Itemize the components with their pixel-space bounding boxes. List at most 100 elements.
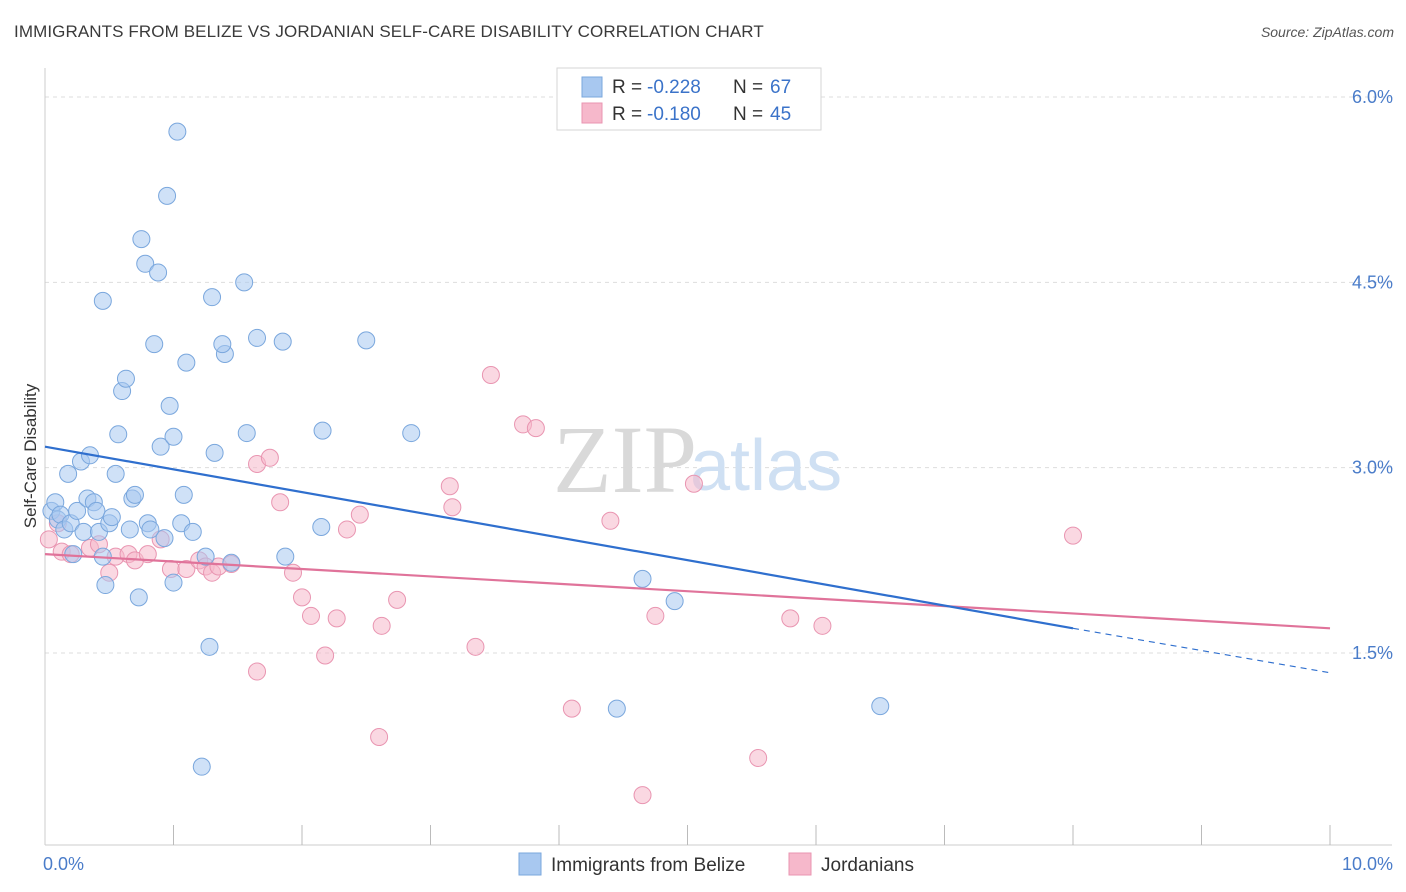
jordanians-point-36	[481, 366, 500, 384]
belize-point-29	[136, 254, 155, 273]
legend-n-value-2: 45	[770, 104, 791, 125]
bottom-legend-swatch-pink	[788, 852, 812, 876]
belize-point-44	[192, 757, 211, 776]
jordanians-point-31	[372, 616, 391, 635]
belize-point-39	[168, 122, 187, 141]
belize-point-65	[93, 291, 112, 310]
jordanians-point-25	[301, 606, 320, 625]
bottom-legend-label-belize: Immigrants from Belize	[551, 855, 745, 876]
belize-point-8	[68, 501, 87, 520]
jordanians-point-27	[327, 609, 346, 628]
bottom-legend: Immigrants from Belize Jordanians	[518, 852, 914, 876]
trendlines	[44, 445, 1331, 674]
belize-point-5	[59, 464, 78, 483]
legend-swatch-pink	[581, 102, 603, 124]
chart-title: IMMIGRANTS FROM BELIZE VS JORDANIAN SELF…	[14, 22, 764, 41]
belize-point-46	[200, 637, 219, 656]
belize-point-42	[177, 353, 196, 372]
jordanians-point-28	[337, 520, 356, 539]
belize-point-56	[276, 547, 295, 566]
belize-point-58	[313, 421, 332, 440]
jordanians-trendline	[44, 553, 1331, 630]
legend-r-label-2: R =	[612, 104, 642, 125]
belize-point-52	[235, 273, 254, 292]
jordanians-point-33	[440, 477, 459, 496]
jordanians-point-0	[39, 530, 58, 549]
belize-point-53	[237, 424, 256, 443]
watermark-atlas: atlas	[690, 426, 842, 506]
jordanians-point-30	[370, 728, 389, 747]
jordanians-point-46	[1064, 526, 1082, 545]
watermark: ZIP atlas	[553, 406, 842, 513]
jordanians-point-47	[646, 606, 665, 625]
belize-point-33	[149, 263, 168, 282]
jordanians-point-43	[749, 749, 768, 768]
belize-point-41	[174, 485, 193, 504]
belize-point-48	[205, 443, 224, 462]
jordanians-point-20	[260, 448, 279, 467]
y-tick-label-1: 3.0%	[1352, 458, 1393, 478]
belize-point-64	[871, 697, 890, 716]
jordanians-point-44	[781, 609, 800, 628]
legend-r-label-1: R =	[612, 77, 642, 98]
belize-point-59	[357, 331, 376, 350]
belize-point-34	[151, 437, 170, 456]
belize-point-36	[158, 186, 177, 205]
jordanians-point-42	[684, 474, 703, 493]
x-tick-labels: 0.0% 10.0%	[43, 854, 1393, 874]
legend-r-value-2: -0.180	[647, 104, 701, 125]
source-label: Source: ZipAtlas.com	[1260, 24, 1394, 40]
jordanians-point-34	[443, 498, 462, 517]
axes	[44, 68, 1392, 846]
belize-point-63	[665, 592, 684, 611]
watermark-zip: ZIP	[553, 406, 697, 513]
jordanians-point-24	[293, 588, 311, 607]
belize-point-60	[402, 424, 421, 443]
legend-box: R = -0.228 N = 67 R = -0.180 N = 45	[556, 67, 822, 131]
belize-point-51	[222, 553, 241, 572]
jordanians-point-13	[177, 559, 196, 578]
belize-point-32	[145, 335, 164, 354]
jordanians-point-22	[271, 493, 290, 512]
belize-point-38	[164, 573, 183, 592]
belize-point-10	[74, 522, 93, 541]
belize-point-66	[164, 427, 183, 446]
bottom-legend-label-jordanians: Jordanians	[821, 855, 914, 876]
y-tick-label-2: 4.5%	[1352, 272, 1393, 292]
belize-trendline	[44, 445, 1074, 630]
jordanians-point-32	[388, 590, 407, 609]
jordanians-point-29	[350, 505, 369, 524]
gridlines	[45, 96, 1392, 654]
y-axis-title: Self-Care Disability	[21, 383, 40, 528]
belize-point-23	[116, 369, 135, 388]
y-tick-label-0: 1.5%	[1352, 643, 1393, 663]
legend-swatch-blue	[581, 76, 603, 98]
belize-point-57	[312, 517, 331, 536]
belize-point-43	[183, 522, 202, 541]
belize-point-17	[96, 576, 115, 595]
belize-point-14	[87, 501, 106, 520]
belize-point-35	[155, 529, 174, 548]
belize-point-20	[106, 464, 125, 483]
legend-n-label-1: N =	[733, 77, 763, 98]
jordanians-point-41	[633, 786, 652, 805]
x-tick-label-0: 0.0%	[43, 854, 84, 874]
jordanians-point-23	[284, 563, 303, 582]
belize-point-19	[102, 508, 121, 527]
belize-point-27	[129, 588, 148, 607]
belize-trendline-extension	[1072, 627, 1331, 674]
jordanians-point-40	[601, 511, 620, 530]
legend-n-value-1: 67	[770, 77, 791, 98]
jordanians-point-21	[248, 662, 267, 681]
belize-point-45	[196, 547, 215, 566]
belize-point-55	[273, 332, 292, 351]
belize-point-54	[248, 328, 267, 347]
belize-point-47	[203, 288, 222, 307]
legend-n-label-2: N =	[733, 104, 763, 125]
belize-point-37	[160, 396, 179, 415]
belize-points	[42, 122, 890, 776]
belize-point-62	[633, 569, 652, 588]
jordanians-point-39	[562, 699, 581, 718]
jordanians-point-38	[526, 419, 545, 438]
